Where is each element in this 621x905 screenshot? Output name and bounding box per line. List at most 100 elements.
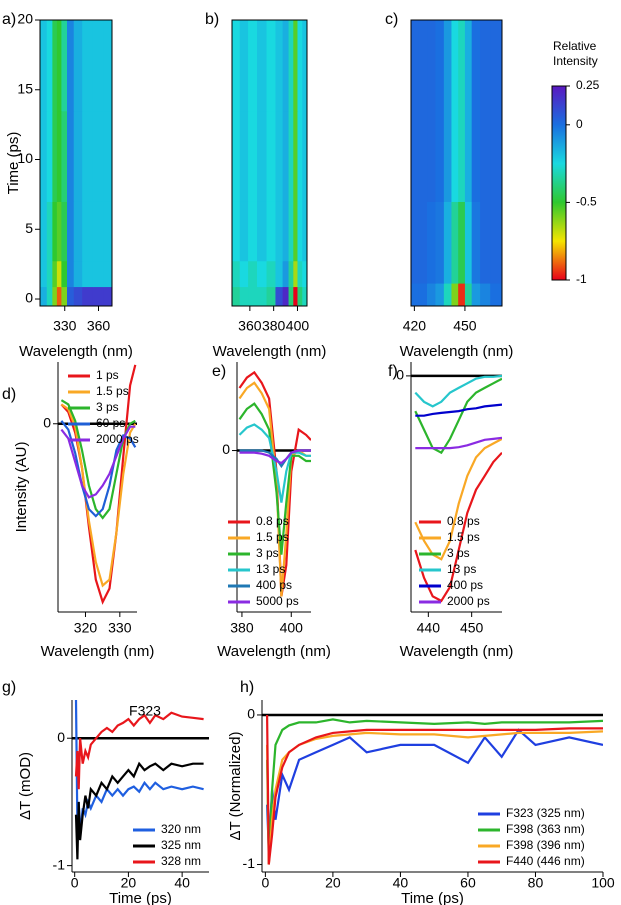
legend-label: 0.8 ps (256, 514, 289, 528)
heatmap-cell (103, 20, 112, 112)
plot-area (411, 374, 502, 603)
heatmap-cell (248, 201, 258, 262)
heatmap-cell (458, 20, 466, 202)
legend-label: 1 ps (96, 368, 119, 382)
x-tick-label: 0 (261, 875, 269, 891)
series-line (266, 730, 603, 865)
series-line (239, 449, 311, 465)
heatmap-cell (266, 286, 277, 306)
y-axis-label: Intensity (AU) (13, 442, 30, 533)
heatmap-cell (82, 286, 94, 306)
heatmap-cell (61, 20, 68, 112)
series-line (266, 728, 603, 850)
heatmap-cell (302, 286, 307, 306)
heatmap-cell (73, 110, 83, 202)
colorbar-tick-label: -1 (576, 272, 587, 286)
heatmap-cell (275, 260, 284, 288)
panel-label: e) (212, 363, 226, 380)
heatmap-cell (293, 260, 299, 288)
heatmap-cell (302, 260, 307, 288)
series-line (414, 437, 502, 561)
heatmap-cell (103, 201, 112, 262)
heatmap-cell (266, 110, 277, 202)
heatmap-cell (282, 110, 290, 202)
heatmap-cell (288, 260, 294, 288)
heatmap-cell (302, 201, 307, 262)
heatmap-cell (451, 282, 459, 306)
x-axis-label: Wavelength (nm) (400, 643, 514, 660)
heatmap-cell (40, 110, 48, 202)
heatmap-cell (56, 110, 62, 202)
heatmap-cell (293, 286, 299, 306)
frame (410, 19, 503, 307)
plot-area (262, 713, 603, 865)
heatmap-cell (248, 286, 258, 306)
plot-area (72, 700, 209, 860)
heatmap-cell (73, 260, 83, 288)
panel-label: d) (2, 386, 16, 403)
y-tick-label: 0 (396, 367, 404, 383)
heatmap-cell (103, 286, 112, 306)
x-tick-label: 360 (87, 318, 111, 334)
heatmap-cell (451, 20, 459, 202)
plot-area (232, 20, 307, 306)
heatmap-cell (297, 20, 303, 112)
legend-label: 2000 ps (447, 594, 490, 608)
y-tick-label: 5 (25, 220, 33, 236)
heatmap-cell (480, 201, 491, 284)
heatmap-cell (411, 201, 420, 284)
heatmap-cell (67, 260, 75, 288)
x-tick-label: 80 (528, 875, 544, 891)
heatmap-cell (297, 286, 303, 306)
x-tick-label: 380 (262, 318, 286, 334)
heatmap-cell (239, 201, 249, 262)
heatmap-cell (40, 260, 48, 288)
x-tick-label: 450 (460, 620, 484, 636)
heatmap-cell (40, 201, 48, 262)
x-axis-label: Wavelength (nm) (213, 343, 327, 360)
heatmap-cell (82, 20, 94, 112)
heatmap-cell (427, 201, 437, 284)
x-tick-label: 420 (403, 318, 427, 334)
legend-label: 3 ps (447, 546, 470, 560)
heatmap-cell (40, 20, 48, 112)
colorbar-label: Intensity (553, 54, 598, 68)
series-line (238, 402, 311, 555)
heatmap-cell (411, 20, 420, 202)
series-line (266, 714, 603, 865)
heatmap-cell (56, 201, 62, 262)
colorbar-tick-label: -0.5 (576, 195, 597, 209)
x-tick-label: 40 (174, 875, 190, 891)
heatmap-cell (67, 110, 75, 202)
heatmap-cell (288, 286, 294, 306)
heatmap-cell (40, 286, 48, 306)
heatmap-cell (411, 282, 420, 306)
legend-label: 0.8 ps (447, 514, 480, 528)
series-line (74, 761, 204, 860)
y-tick-label: 0 (57, 729, 65, 745)
heatmap-cell (490, 201, 502, 284)
heatmap-cell (297, 110, 303, 202)
legend-label: F398 (363 nm) (506, 822, 585, 836)
heatmap-cell (490, 282, 502, 306)
heatmap-cell (239, 110, 249, 202)
heatmap-cell (293, 201, 299, 262)
heatmap-cell (418, 20, 428, 202)
heatmap-cell (239, 286, 249, 306)
legend-label: 5000 ps (256, 594, 299, 608)
frame (39, 19, 113, 307)
heatmap-cell (61, 260, 68, 288)
legend-label: F323 (325 nm) (506, 806, 585, 820)
heatmap-cell (92, 286, 105, 306)
x-tick-label: 380 (230, 620, 254, 636)
legend-label: 13 ps (447, 562, 476, 576)
heatmap-cell (73, 20, 83, 112)
y-tick-label: -1 (53, 856, 66, 872)
x-axis-label: Wavelength (nm) (217, 643, 331, 660)
heatmap-cell (239, 20, 249, 112)
legend-label: 3 ps (256, 546, 279, 560)
heatmap-cell (288, 201, 294, 262)
x-tick-label: 320 (74, 620, 98, 636)
series-line (60, 425, 136, 499)
heatmap-cell (435, 282, 445, 306)
